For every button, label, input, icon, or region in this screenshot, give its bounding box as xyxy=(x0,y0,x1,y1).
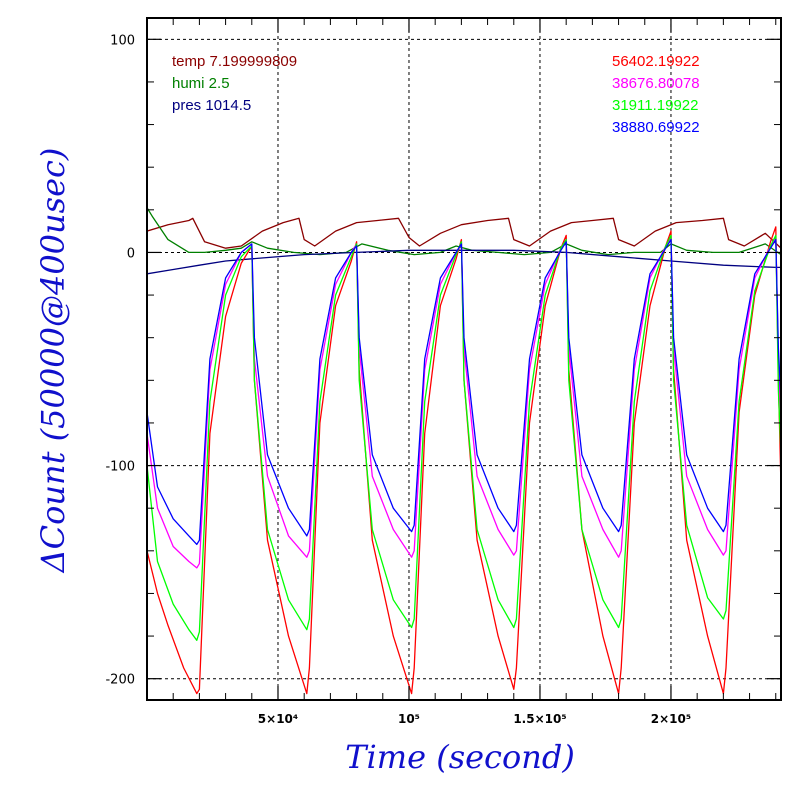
legend: temp 7.199999809 humi 2.5 pres 1014.5 56402… xyxy=(172,53,700,136)
y-axis-title: ΔCount (50000@400usec) xyxy=(34,148,72,575)
series-line-s4 xyxy=(147,238,781,546)
x-tick-label: 1.5×10⁵ xyxy=(513,712,566,726)
y-tick-label: 100 xyxy=(110,33,135,48)
legend-entry-pres: pres 1014.5 xyxy=(172,97,251,114)
y-tick-label: 0 xyxy=(127,246,135,261)
legend-entry-humi: humi 2.5 xyxy=(172,75,230,92)
legend-entry-s1: 56402.19922 xyxy=(612,53,700,70)
grid-lines xyxy=(147,18,781,700)
legend-entry-temp: temp 7.199999809 xyxy=(172,53,297,70)
x-tick-label: 5×10⁴ xyxy=(258,712,298,726)
y-tick-label: -100 xyxy=(105,460,135,475)
series-line-pres xyxy=(147,249,781,275)
axis-ticks: 5×10⁴ 10⁵ 1.5×10⁵ 2×10⁵ 100 0 -100 -200 xyxy=(105,18,781,726)
series-lines xyxy=(147,207,781,695)
series-line-humi xyxy=(147,207,781,256)
y-tick-label: -200 xyxy=(105,673,135,688)
legend-entry-s2: 38676.80078 xyxy=(612,75,700,92)
legend-entry-s4: 38880.69922 xyxy=(612,119,700,136)
plot-frame xyxy=(146,17,782,701)
legend-entry-s3: 31911.19922 xyxy=(612,97,698,114)
x-tick-label: 10⁵ xyxy=(398,712,420,726)
series-line-s1 xyxy=(147,226,781,695)
series-line-s3 xyxy=(147,234,781,641)
series-line-temp xyxy=(147,217,781,249)
x-tick-label: 2×10⁵ xyxy=(651,712,691,726)
x-axis-title: Time (second) xyxy=(345,738,575,776)
